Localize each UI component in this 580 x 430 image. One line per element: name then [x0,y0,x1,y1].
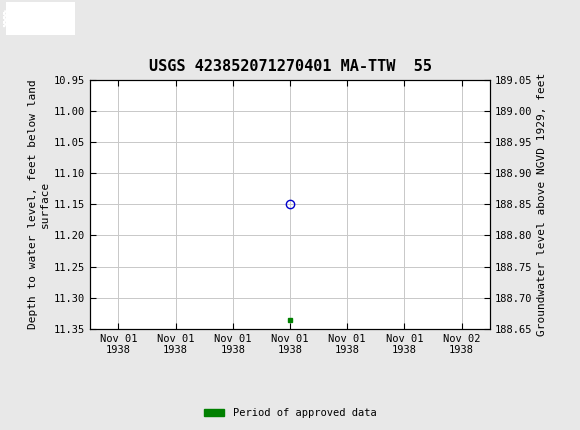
Y-axis label: Groundwater level above NGVD 1929, feet: Groundwater level above NGVD 1929, feet [536,73,546,336]
Bar [6,2,75,35]
Title: USGS 423852071270401 MA-TTW  55: USGS 423852071270401 MA-TTW 55 [148,59,432,74]
Text: ▓USGS: ▓USGS [3,10,49,27]
Y-axis label: Depth to water level, feet below land
surface: Depth to water level, feet below land su… [28,80,50,329]
Legend: Period of approved data: Period of approved data [200,404,380,423]
